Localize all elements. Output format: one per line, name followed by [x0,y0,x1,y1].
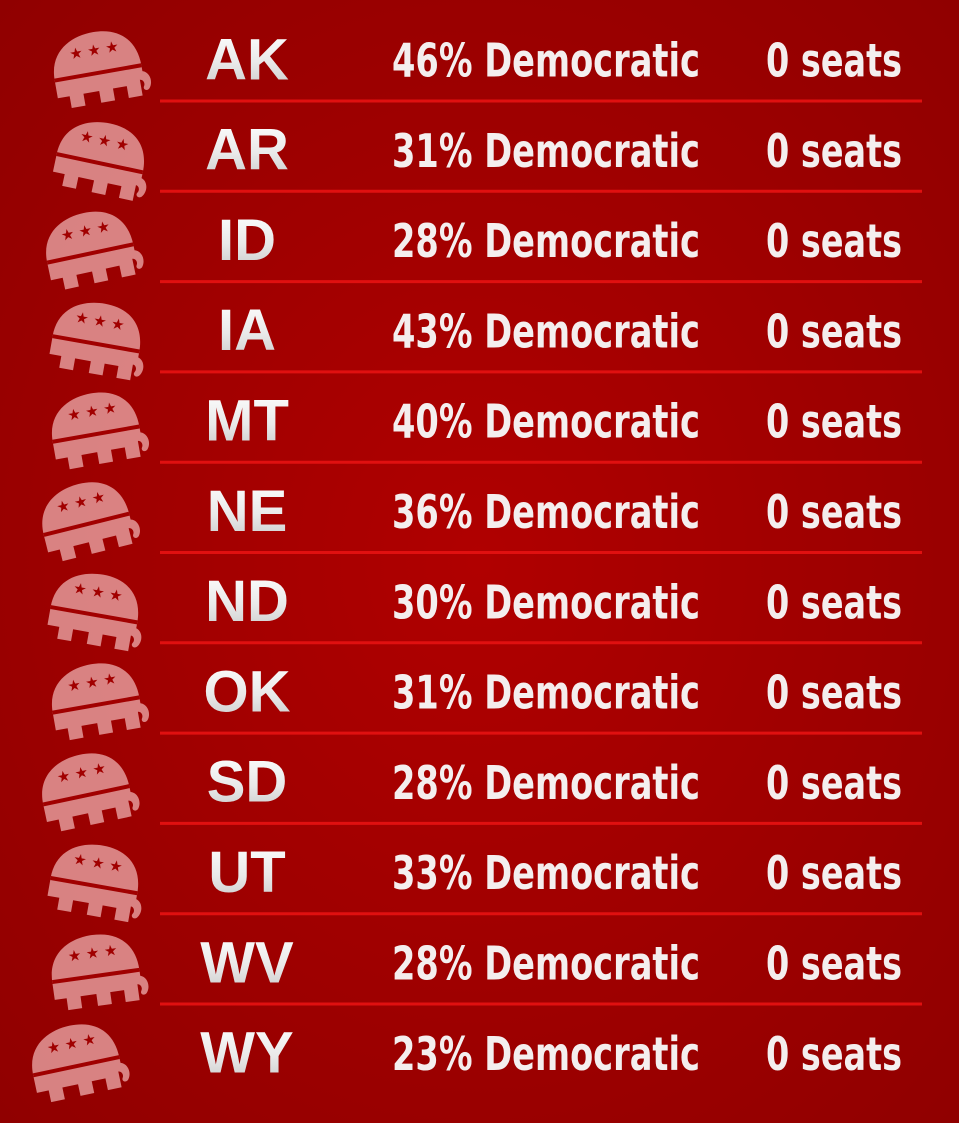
democratic-share: 31% Democratic [392,124,700,178]
seat-count: 0 seats [766,304,902,358]
seat-count: 0 seats [766,666,902,720]
seat-count: 0 seats [766,124,902,178]
seat-count: 0 seats [766,214,902,268]
seat-count: 0 seats [766,846,902,900]
democratic-share: 28% Democratic [392,756,700,810]
democratic-share: 30% Democratic [392,575,700,629]
state-code: SD [207,750,288,815]
democratic-share: 23% Democratic [392,1027,700,1081]
seat-count: 0 seats [766,485,902,539]
democratic-share: 40% Democratic [392,395,700,449]
democratic-share: 43% Democratic [392,304,700,358]
seat-count: 0 seats [766,756,902,810]
state-code: WV [200,930,294,995]
state-code: ND [205,569,289,634]
state-code: AK [205,27,289,92]
state-code: WY [200,1021,293,1086]
seat-count: 0 seats [766,575,902,629]
state-code: ID [218,208,276,273]
rows: AK 46% Democratic 0 seats AR 31% Democratic 0… [22,21,922,1107]
democratic-share: 33% Democratic [392,846,700,900]
seat-count: 0 seats [766,395,902,449]
seat-count: 0 seats [766,937,902,991]
state-code: MT [205,389,289,454]
state-code: IA [218,298,276,363]
state-code: AR [205,118,289,183]
seat-count: 0 seats [766,34,902,88]
democratic-share: 46% Democratic [392,34,700,88]
democratic-share: 28% Democratic [392,214,700,268]
state-code: UT [208,840,285,905]
democratic-share: 31% Democratic [392,666,700,720]
democratic-share: 36% Democratic [392,485,700,539]
state-code: NE [207,479,288,544]
democratic-share: 28% Democratic [392,937,700,991]
state-code: OK [204,659,291,724]
seat-count: 0 seats [766,1027,902,1081]
